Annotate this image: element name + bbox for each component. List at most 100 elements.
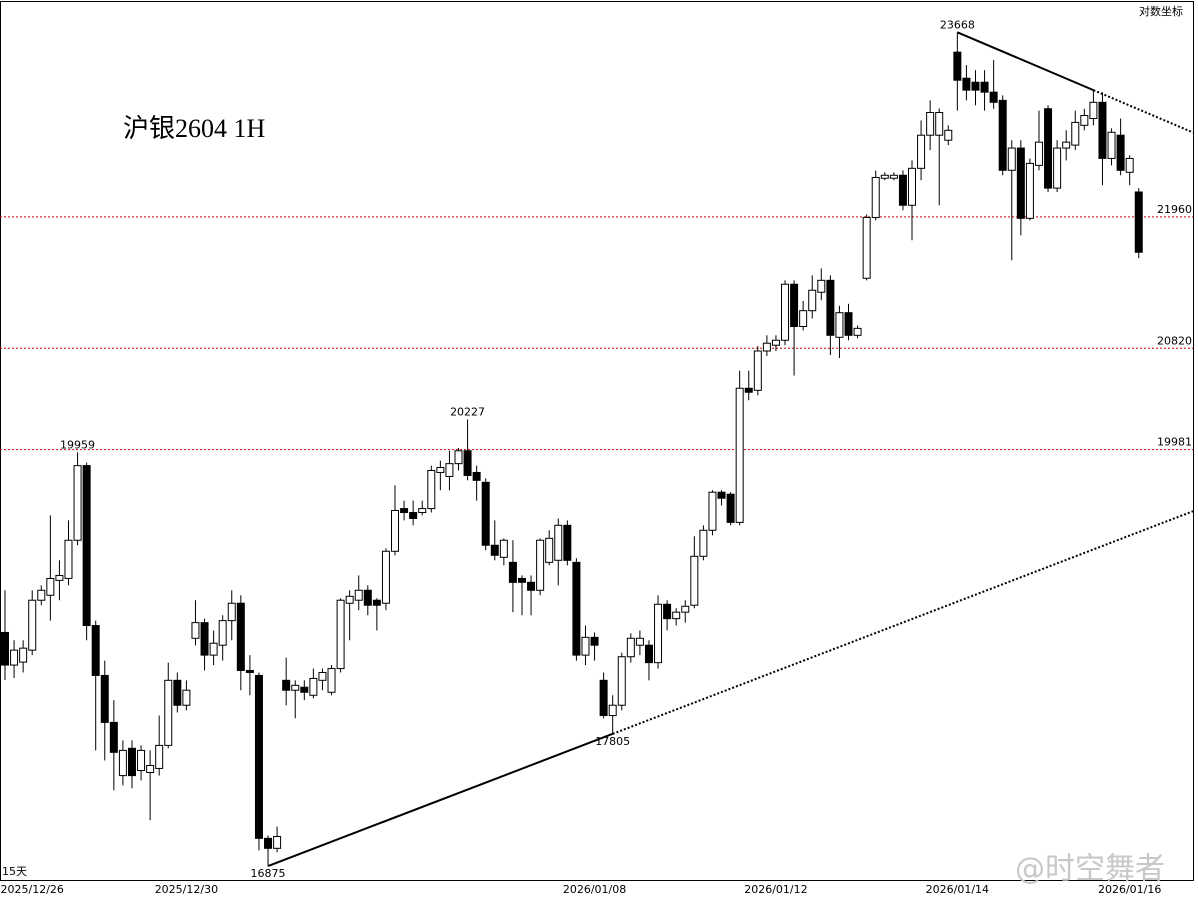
candle-body bbox=[581, 636, 590, 656]
candle-body bbox=[1107, 131, 1116, 159]
candle-body bbox=[844, 312, 853, 336]
candle-body bbox=[391, 509, 400, 552]
candle-body bbox=[127, 747, 136, 777]
candle-body bbox=[91, 625, 100, 676]
candle-body bbox=[1007, 147, 1016, 171]
candle-body bbox=[1080, 115, 1089, 126]
chart-title: 沪银2604 1H bbox=[123, 114, 266, 143]
candle-body bbox=[635, 637, 644, 646]
x-tick-label: 2026/01/08 bbox=[563, 883, 626, 896]
candle-body bbox=[64, 539, 73, 579]
candle-body bbox=[971, 81, 980, 91]
period-label: 15天 bbox=[2, 865, 27, 878]
candle-body bbox=[282, 679, 291, 691]
candle-body bbox=[164, 679, 173, 746]
candle-body bbox=[989, 91, 998, 103]
candle-body bbox=[690, 555, 699, 606]
candle-body bbox=[1071, 121, 1080, 146]
candle-body bbox=[400, 508, 409, 514]
candle-body bbox=[980, 81, 989, 93]
candle-body bbox=[381, 550, 390, 604]
candle-body bbox=[572, 561, 581, 656]
candle-body bbox=[889, 174, 898, 179]
candle-body bbox=[517, 577, 526, 583]
candle-body bbox=[28, 599, 37, 651]
candle-body bbox=[608, 704, 617, 717]
candle-body bbox=[227, 602, 236, 622]
candle-body bbox=[454, 450, 463, 465]
candle-body bbox=[908, 167, 916, 206]
candle-body bbox=[1062, 141, 1071, 149]
candle-body bbox=[19, 647, 28, 663]
candle-body bbox=[1, 631, 9, 666]
candle-body bbox=[245, 669, 254, 673]
candle-body bbox=[481, 481, 490, 546]
candle-body bbox=[944, 129, 953, 141]
candle-body bbox=[744, 387, 753, 393]
candle-body bbox=[236, 602, 245, 671]
candle-body bbox=[617, 656, 626, 706]
candle-body bbox=[1098, 101, 1107, 159]
candle-body bbox=[182, 689, 191, 706]
extreme-label: 20227 bbox=[450, 406, 485, 419]
candle-body bbox=[1044, 108, 1053, 189]
candle-body bbox=[835, 312, 844, 338]
candle-body bbox=[137, 749, 146, 772]
scale-label: 对数坐标 bbox=[1139, 4, 1183, 18]
candle-body bbox=[291, 684, 300, 691]
candle-body bbox=[808, 289, 817, 312]
candle-body bbox=[1116, 134, 1125, 171]
candle-body bbox=[871, 176, 880, 218]
candle-body bbox=[590, 636, 599, 646]
candle-body bbox=[935, 112, 944, 136]
candle-body bbox=[345, 595, 354, 604]
candle-body bbox=[771, 339, 780, 346]
candle-body bbox=[273, 835, 282, 849]
candle-body bbox=[173, 679, 182, 706]
candle-body bbox=[472, 471, 481, 481]
candle-body bbox=[672, 611, 681, 620]
x-tick-label: 2026/01/12 bbox=[744, 883, 807, 896]
candle-body bbox=[499, 539, 508, 558]
candle-body bbox=[336, 599, 345, 670]
candle-body bbox=[862, 216, 871, 279]
candle-body bbox=[1025, 162, 1034, 219]
candle-body bbox=[708, 491, 717, 531]
candle-body bbox=[790, 283, 799, 327]
candle-body bbox=[699, 529, 708, 557]
extreme-label: 16875 bbox=[251, 867, 286, 880]
candle-body bbox=[781, 283, 790, 341]
candle-body bbox=[82, 465, 91, 627]
candle-body bbox=[264, 837, 273, 849]
trendline-extension bbox=[612, 510, 1194, 735]
candle-body bbox=[663, 603, 672, 620]
candle-body bbox=[554, 524, 563, 561]
candle-body bbox=[1053, 147, 1062, 189]
candle-body bbox=[753, 350, 762, 391]
extreme-label: 23668 bbox=[940, 18, 975, 31]
candle-body bbox=[953, 51, 962, 81]
candle-body bbox=[327, 668, 336, 693]
level-label: 19981 bbox=[1157, 436, 1192, 449]
candle-body bbox=[1016, 147, 1025, 219]
candle-body bbox=[1125, 157, 1134, 173]
candle-body bbox=[418, 508, 427, 514]
candle-body bbox=[209, 642, 218, 656]
candle-body bbox=[726, 493, 735, 523]
candle-body bbox=[300, 686, 309, 693]
candle-body bbox=[762, 342, 771, 352]
candle-body bbox=[463, 450, 472, 476]
candle-body bbox=[563, 524, 572, 561]
extreme-label: 19959 bbox=[60, 438, 95, 451]
candle-body bbox=[799, 310, 808, 327]
candle-body bbox=[826, 279, 835, 336]
candle-body bbox=[1134, 191, 1143, 253]
candle-body bbox=[817, 279, 826, 293]
candle-body bbox=[917, 134, 926, 169]
trendline-extension bbox=[1093, 89, 1194, 134]
candle-body bbox=[490, 544, 499, 556]
watermark: @时空舞者 bbox=[1015, 852, 1165, 887]
candle-body bbox=[37, 589, 46, 601]
trendline bbox=[267, 732, 614, 868]
candle-body bbox=[735, 387, 744, 523]
